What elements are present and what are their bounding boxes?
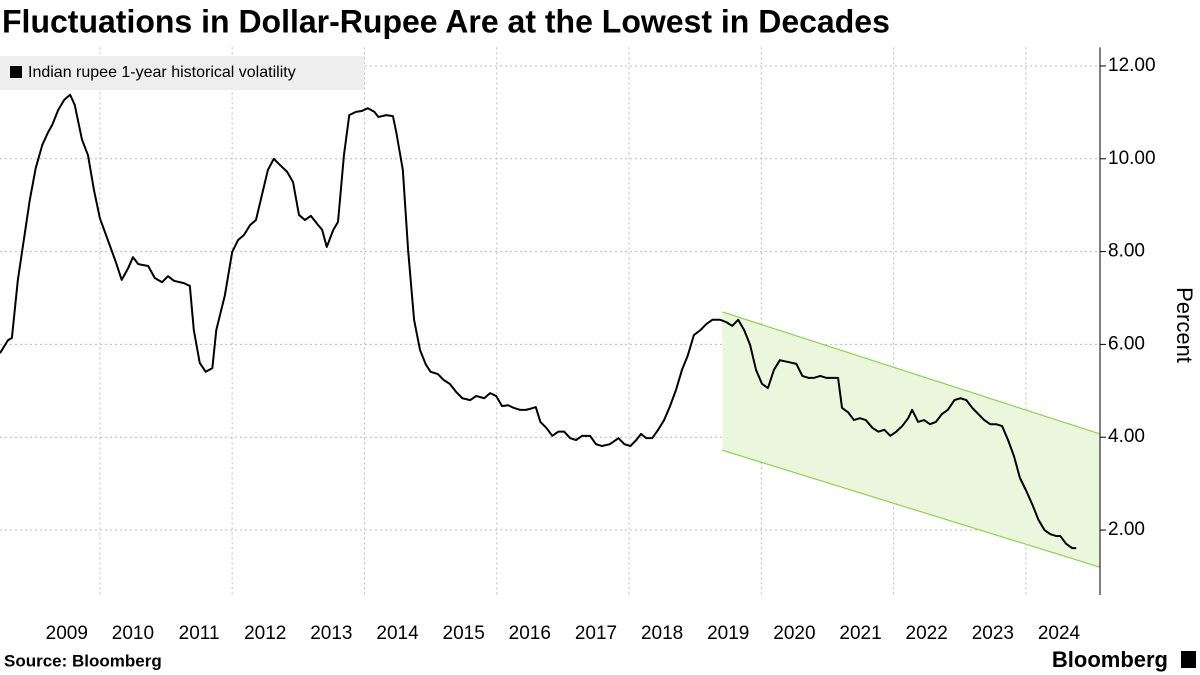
x-tick-label: 2020 bbox=[773, 623, 815, 644]
x-tick-label: 2018 bbox=[641, 623, 683, 644]
x-tick-label: 2023 bbox=[972, 623, 1014, 644]
x-tick-label: 2016 bbox=[509, 623, 551, 644]
y-tick-label: 8.00 bbox=[1108, 241, 1145, 262]
x-tick-label: 2021 bbox=[839, 623, 881, 644]
brand-icon bbox=[1181, 651, 1196, 668]
y-tick-label: 10.00 bbox=[1108, 148, 1156, 169]
y-tick-label: 2.00 bbox=[1108, 519, 1145, 540]
brand: Bloomberg bbox=[1052, 647, 1168, 672]
x-tick-label: 2024 bbox=[1038, 623, 1081, 644]
y-tick-label: 12.00 bbox=[1108, 55, 1156, 76]
channel-line bbox=[722, 311, 1101, 435]
channel-line bbox=[722, 449, 1101, 568]
legend: Indian rupee 1-year historical volatilit… bbox=[0, 56, 364, 90]
legend-swatch bbox=[10, 66, 22, 78]
source: Source: Bloomberg bbox=[4, 651, 162, 670]
y-axis-label: Percent bbox=[1172, 287, 1197, 363]
channel-area bbox=[722, 311, 1100, 568]
legend-box bbox=[0, 56, 364, 90]
x-tick-label: 2014 bbox=[376, 623, 419, 644]
y-tick-label: 4.00 bbox=[1108, 426, 1145, 447]
x-tick-label: 2022 bbox=[906, 623, 948, 644]
x-tick-label: 2009 bbox=[46, 623, 88, 644]
x-tick-label: 2013 bbox=[310, 623, 352, 644]
x-tick-label: 2015 bbox=[443, 623, 485, 644]
x-tick-label: 2010 bbox=[112, 623, 154, 644]
x-tick-label: 2012 bbox=[244, 623, 286, 644]
line-series bbox=[0, 93, 1077, 550]
x-tick-label: 2011 bbox=[179, 623, 220, 644]
legend-label: Indian rupee 1-year historical volatilit… bbox=[28, 64, 296, 81]
x-tick-label: 2017 bbox=[575, 623, 617, 644]
chart-title: Fluctuations in Dollar-Rupee Are at the … bbox=[2, 3, 890, 39]
x-tick-label: 2019 bbox=[707, 623, 749, 644]
y-tick-label: 6.00 bbox=[1108, 333, 1145, 354]
